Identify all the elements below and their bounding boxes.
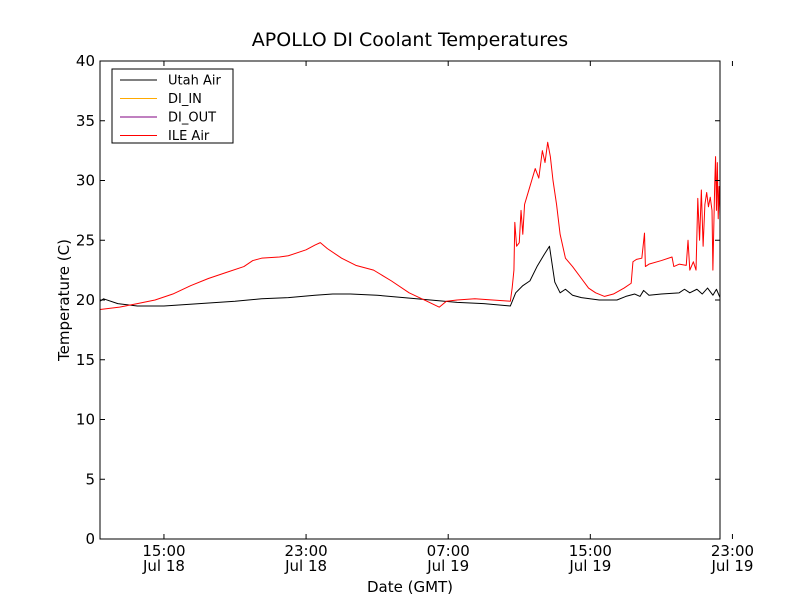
x-tick-date-label: Jul 18 <box>142 557 185 575</box>
legend: Utah Air DI_IN DI_OUT ILE Air <box>111 68 234 144</box>
chart-title: APOLLO DI Coolant Temperatures <box>252 29 568 51</box>
y-tick-label: 30 <box>76 172 95 190</box>
series-line-ile-air <box>100 141 720 311</box>
y-tick-label: 35 <box>76 112 95 130</box>
y-tick-label: 20 <box>76 291 95 309</box>
legend-label: DI_IN <box>168 92 202 107</box>
x-tick-date-label: Jul 19 <box>568 557 611 575</box>
x-axis-label: Date (GMT) <box>367 578 453 596</box>
x-tick-time-label: 07:00 <box>427 542 470 560</box>
series-line-utah-air <box>100 245 720 307</box>
legend-box <box>111 68 234 144</box>
y-axis-label: Temperature (C) <box>55 239 73 362</box>
x-tick-time-label: 23:00 <box>711 542 754 560</box>
x-tick-date-label: Jul 18 <box>284 557 327 575</box>
legend-label: ILE Air <box>168 129 210 144</box>
legend-label: DI_OUT <box>168 111 216 126</box>
y-tick-label: 5 <box>85 470 95 488</box>
x-tick-time-label: 15:00 <box>569 542 612 560</box>
legend-label: Utah Air <box>168 74 221 89</box>
x-tick-date-label: Jul 19 <box>710 557 753 575</box>
y-tick-label: 10 <box>76 411 95 429</box>
y-tick-label: 40 <box>76 52 95 70</box>
y-tick-label: 0 <box>85 530 95 548</box>
x-tick-date-label: Jul 19 <box>426 557 469 575</box>
x-tick-time-label: 15:00 <box>142 542 185 560</box>
y-tick-label: 15 <box>76 351 95 369</box>
y-tick-label: 25 <box>76 231 95 249</box>
x-tick-time-label: 23:00 <box>284 542 327 560</box>
